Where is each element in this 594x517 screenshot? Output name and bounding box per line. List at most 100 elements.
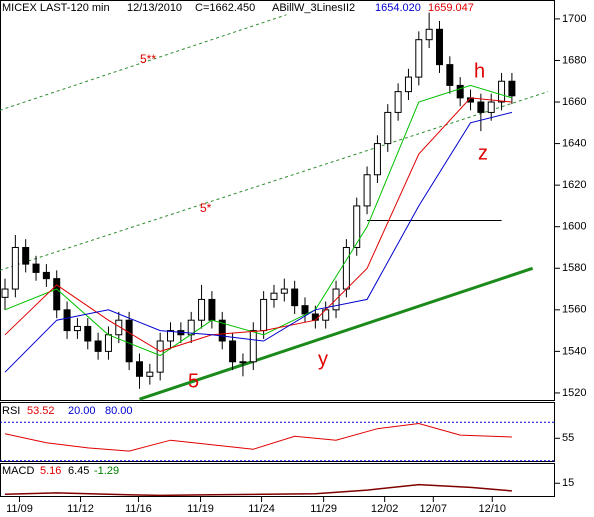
candle-body xyxy=(435,28,443,66)
candle-body xyxy=(63,309,71,332)
moving-average xyxy=(4,97,512,352)
y-tick-label: 55 xyxy=(562,432,574,444)
candle-body xyxy=(342,246,350,290)
candle-body xyxy=(477,101,485,113)
candle-body xyxy=(135,361,143,377)
annotation: z xyxy=(478,142,488,164)
candle-body xyxy=(22,246,30,265)
rsi-level: 20.00 xyxy=(68,405,96,417)
candle-body xyxy=(208,298,216,321)
x-tick-label: 11/16 xyxy=(125,503,152,515)
candle-body xyxy=(229,340,237,363)
candle-body xyxy=(146,371,154,377)
candle-body xyxy=(1,288,9,298)
annotation: 5* xyxy=(200,201,212,215)
candle-body xyxy=(115,319,123,336)
macd-value: 5.16 xyxy=(40,465,61,477)
y-tick-label: 1580 xyxy=(562,262,586,274)
candle-body xyxy=(260,298,268,332)
candle-body xyxy=(270,292,278,300)
candle-body xyxy=(415,39,423,78)
y-tick-label: 15 xyxy=(562,477,574,489)
candle-body xyxy=(487,101,495,113)
indicator: ABillW_3LinesII2 xyxy=(272,2,355,14)
annotation: 5 xyxy=(188,370,199,392)
macd-name: MACD xyxy=(2,465,34,477)
candle-body xyxy=(156,340,164,373)
candle-body xyxy=(198,298,206,321)
annotation: y xyxy=(318,348,328,370)
symbol: MICEX LAST-120 min xyxy=(2,2,110,14)
y-tick-label: 1520 xyxy=(562,387,586,399)
y-tick-label: 1680 xyxy=(562,54,586,66)
rsi-value: 53.52 xyxy=(27,405,55,417)
candle-body xyxy=(384,111,392,145)
rsi-header: RSI 53.52 20.00 80.00 xyxy=(2,405,133,417)
header: MICEX LAST-120 min 12/13/2010 C=1662.450 AB… xyxy=(2,2,474,14)
macd-signal: 6.45 xyxy=(68,465,89,477)
moving-average xyxy=(4,84,513,357)
x-tick-label: 12/10 xyxy=(478,503,506,515)
close: C=1662.450 xyxy=(195,2,255,14)
candle-body xyxy=(239,361,247,364)
candle-body xyxy=(125,319,133,363)
candle-body xyxy=(353,205,361,248)
x-tick-label: 11/24 xyxy=(248,503,275,515)
macd-panel xyxy=(0,463,555,497)
candle-body xyxy=(508,80,516,97)
candle-body xyxy=(373,143,381,176)
x-tick-label: 11/12 xyxy=(67,503,94,515)
rsi-name: RSI xyxy=(2,405,20,417)
candle-body xyxy=(363,174,371,207)
macd-header: MACD 5.16 6.45 -1.29 xyxy=(2,465,119,477)
candle-body xyxy=(104,334,112,352)
trend-line xyxy=(0,91,549,271)
candle-body xyxy=(32,263,40,273)
y-tick-label: 1660 xyxy=(562,96,586,108)
x-tick-label: 11/09 xyxy=(6,503,33,515)
rsi-level: 80.00 xyxy=(105,405,133,417)
candle-body xyxy=(73,325,81,332)
x-tick-label: 11/19 xyxy=(187,503,214,515)
candle-body xyxy=(425,28,433,41)
x-tick-label: 11/29 xyxy=(310,503,337,515)
rsi-line xyxy=(4,422,512,452)
candle-body xyxy=(11,246,19,290)
moving-average xyxy=(4,111,513,373)
x-tick-label: 12/07 xyxy=(420,503,448,515)
rsi-panel xyxy=(0,402,555,462)
candle-body xyxy=(456,84,464,99)
y-tick-label: 1540 xyxy=(562,345,586,357)
candle-body xyxy=(167,330,175,342)
y-tick-label: 1620 xyxy=(562,179,586,191)
date: 12/13/2010 xyxy=(127,2,182,14)
x-tick-label: 12/02 xyxy=(371,503,399,515)
y-tick-label: 1600 xyxy=(562,221,586,233)
candle-body xyxy=(249,330,257,363)
annotation: h xyxy=(474,60,485,82)
annotation: 5** xyxy=(140,52,156,66)
main-panel xyxy=(0,0,555,401)
y-tick-label: 1700 xyxy=(562,13,586,25)
candle-body xyxy=(291,288,299,307)
candle-body xyxy=(311,313,319,321)
candle-body xyxy=(446,64,454,86)
candle-body xyxy=(42,271,50,280)
macd-hist: -1.29 xyxy=(94,465,119,477)
indicator-value: 1654.020 xyxy=(375,2,421,14)
trend-line xyxy=(139,266,534,401)
y-tick-label: 1560 xyxy=(562,304,586,316)
macd-line xyxy=(4,483,512,497)
indicator-value: 1659.047 xyxy=(428,2,474,14)
candle-body xyxy=(301,305,309,315)
candle-body xyxy=(218,319,226,342)
candle-body xyxy=(498,80,506,103)
candle-body xyxy=(53,278,61,311)
trend-line xyxy=(0,14,287,111)
candle-body xyxy=(394,91,402,113)
y-tick-label: 1640 xyxy=(562,137,586,149)
candle-body xyxy=(94,340,102,352)
candle-body xyxy=(404,76,412,93)
